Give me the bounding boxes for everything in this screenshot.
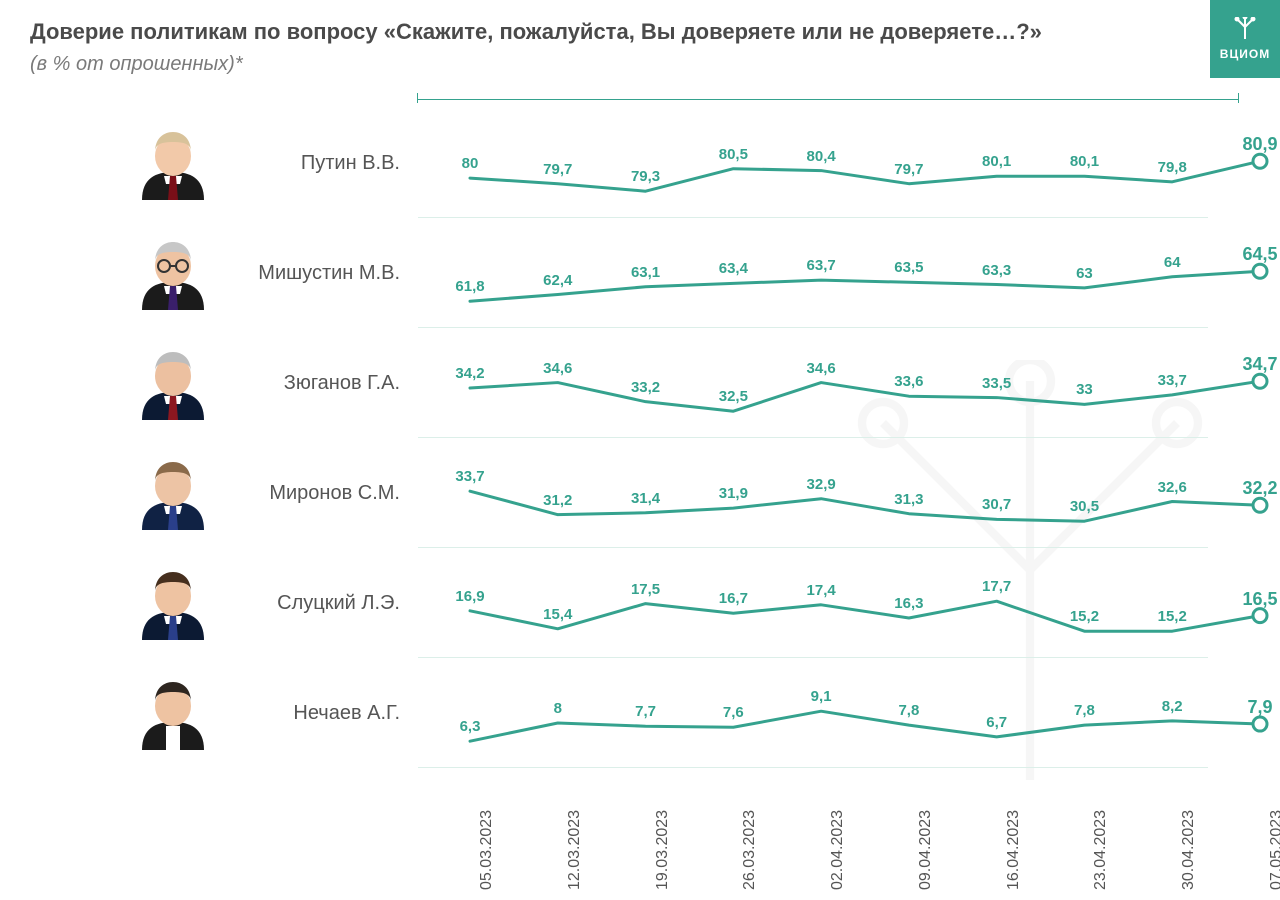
value-label: 80,4 <box>807 148 836 165</box>
value-label: 33 <box>1076 381 1093 398</box>
value-label: 63 <box>1076 265 1093 282</box>
date-label: 02.04.2023 <box>829 810 847 890</box>
value-label: 62,4 <box>543 272 572 289</box>
value-label: 6,3 <box>460 718 481 735</box>
value-label: 80,5 <box>719 146 748 163</box>
value-label: 7,8 <box>898 702 919 719</box>
value-label: 32,5 <box>719 388 748 405</box>
series-name: Путин В.В. <box>250 152 400 175</box>
value-label: 80 <box>462 155 479 172</box>
sparkline-row: 61,862,463,163,463,763,563,3636464,5 <box>418 218 1238 328</box>
date-label: 30.04.2023 <box>1180 810 1198 890</box>
value-label: 34,7 <box>1242 354 1277 375</box>
series-name: Миронов С.М. <box>250 482 400 505</box>
value-label: 7,9 <box>1247 697 1272 718</box>
chart-top-border <box>418 99 1238 100</box>
value-label: 80,9 <box>1242 134 1277 155</box>
value-label: 17,7 <box>982 578 1011 595</box>
value-label: 32,6 <box>1158 479 1187 496</box>
value-label: 31,4 <box>631 490 660 507</box>
value-label: 34,6 <box>807 360 836 377</box>
value-label: 34,6 <box>543 360 572 377</box>
sparkline-row: 8079,779,380,580,479,780,180,179,880,9 <box>418 108 1238 218</box>
value-label: 16,5 <box>1242 589 1277 610</box>
value-label: 61,8 <box>455 278 484 295</box>
value-label: 7,8 <box>1074 702 1095 719</box>
value-label: 80,1 <box>1070 153 1099 170</box>
value-label: 64 <box>1164 254 1181 271</box>
value-label: 33,2 <box>631 379 660 396</box>
date-label: 07.05.2023 <box>1268 810 1280 890</box>
value-label: 16,7 <box>719 590 748 607</box>
series-name: Слуцкий Л.Э. <box>250 592 400 615</box>
sparkline-row: 34,234,633,232,534,633,633,53333,734,7 <box>418 328 1238 438</box>
value-label: 63,1 <box>631 264 660 281</box>
value-label: 7,7 <box>635 703 656 720</box>
avatar <box>136 456 210 530</box>
value-label: 63,4 <box>719 260 748 277</box>
value-label: 16,9 <box>455 588 484 605</box>
value-label: 79,8 <box>1158 159 1187 176</box>
value-label: 79,3 <box>631 168 660 185</box>
date-label: 23.04.2023 <box>1092 810 1110 890</box>
value-label: 31,3 <box>894 491 923 508</box>
logo-icon <box>1232 17 1258 43</box>
value-label: 63,3 <box>982 262 1011 279</box>
value-label: 30,7 <box>982 496 1011 513</box>
value-label: 32,2 <box>1242 478 1277 499</box>
value-label: 7,6 <box>723 704 744 721</box>
avatar <box>136 346 210 420</box>
value-label: 9,1 <box>811 688 832 705</box>
value-label: 8 <box>554 700 562 717</box>
value-label: 15,4 <box>543 606 572 623</box>
date-label: 12.03.2023 <box>566 810 584 890</box>
value-label: 79,7 <box>894 161 923 178</box>
value-label: 17,5 <box>631 581 660 598</box>
date-label: 05.03.2023 <box>478 810 496 890</box>
value-label: 15,2 <box>1158 608 1187 625</box>
value-label: 63,7 <box>807 257 836 274</box>
series-name: Нечаев А.Г. <box>250 702 400 725</box>
value-label: 63,5 <box>894 259 923 276</box>
series-name: Зюганов Г.А. <box>250 372 400 395</box>
sparkline-row: 6,387,77,69,17,86,77,88,27,9 <box>418 658 1238 768</box>
value-label: 32,9 <box>807 476 836 493</box>
avatar <box>136 236 210 310</box>
logo-text: ВЦИОМ <box>1220 47 1270 61</box>
date-label: 09.04.2023 <box>917 810 935 890</box>
value-label: 8,2 <box>1162 698 1183 715</box>
value-label: 79,7 <box>543 161 572 178</box>
value-label: 17,4 <box>807 582 836 599</box>
value-label: 64,5 <box>1242 244 1277 265</box>
value-label: 16,3 <box>894 595 923 612</box>
page-subtitle: (в % от опрошенных)* <box>30 53 1190 76</box>
value-label: 33,5 <box>982 375 1011 392</box>
value-label: 80,1 <box>982 153 1011 170</box>
sparkline-row: 16,915,417,516,717,416,317,715,215,216,5 <box>418 548 1238 658</box>
value-label: 15,2 <box>1070 608 1099 625</box>
value-label: 6,7 <box>986 714 1007 731</box>
sparkline-row: 33,731,231,431,932,931,330,730,532,632,2 <box>418 438 1238 548</box>
avatar <box>136 126 210 200</box>
logo-badge: ВЦИОМ <box>1210 0 1280 78</box>
series-name: Мишустин М.В. <box>250 262 400 285</box>
value-label: 30,5 <box>1070 498 1099 515</box>
value-label: 33,7 <box>455 468 484 485</box>
avatar <box>136 566 210 640</box>
value-label: 31,9 <box>719 485 748 502</box>
value-label: 33,7 <box>1158 372 1187 389</box>
avatar <box>136 676 210 750</box>
page-title: Доверие политикам по вопросу «Скажите, п… <box>30 18 1190 47</box>
value-label: 31,2 <box>543 492 572 509</box>
value-label: 34,2 <box>455 365 484 382</box>
value-label: 33,6 <box>894 373 923 390</box>
date-label: 16.04.2023 <box>1005 810 1023 890</box>
date-label: 26.03.2023 <box>741 810 759 890</box>
date-label: 19.03.2023 <box>654 810 672 890</box>
